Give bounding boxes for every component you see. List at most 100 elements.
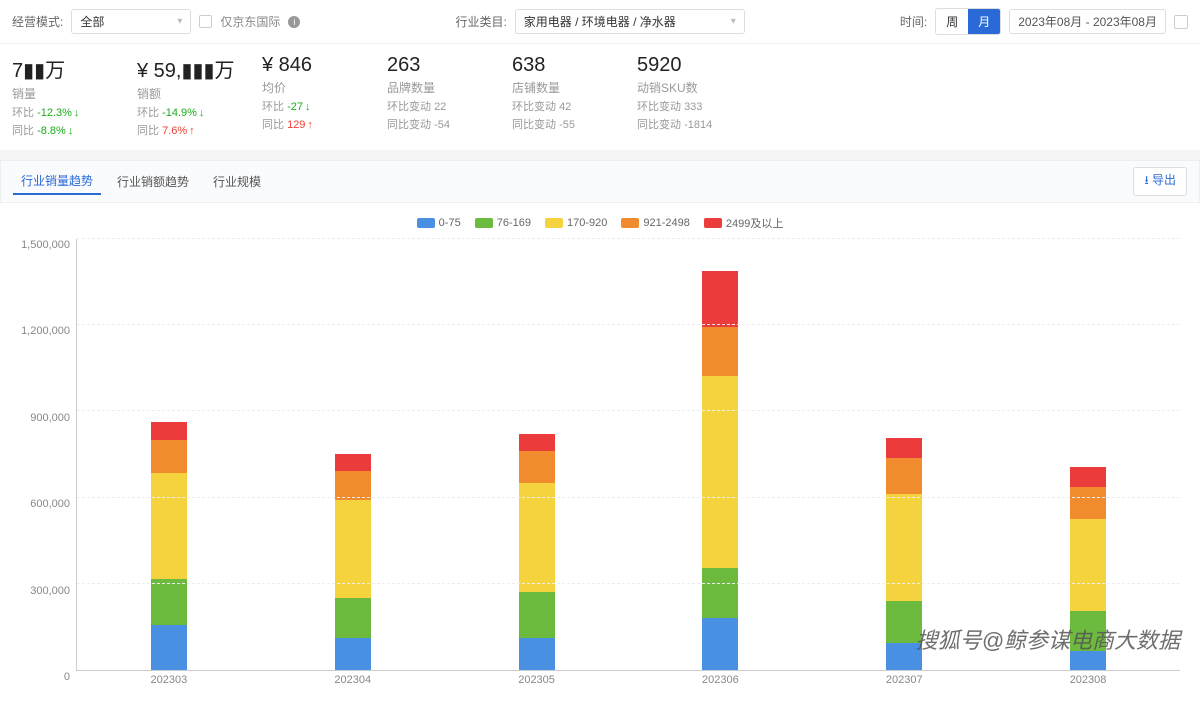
stacked-bar[interactable] — [702, 271, 738, 670]
legend-item[interactable]: 170-920 — [545, 215, 607, 231]
mode-select[interactable]: 全部 ▾ — [71, 9, 191, 34]
metric-delta: 环比 -12.3% — [12, 104, 117, 120]
metric-delta: 环比变动 22 — [387, 98, 492, 114]
stacked-bar[interactable] — [151, 422, 187, 670]
metric-delta: 同比变动 -1814 — [637, 116, 742, 132]
bar-segment — [151, 473, 187, 580]
bar-segment — [702, 271, 738, 327]
legend-swatch — [417, 218, 435, 228]
stacked-bar[interactable] — [335, 454, 371, 670]
legend-swatch — [621, 218, 639, 228]
stacked-bar[interactable] — [886, 438, 922, 670]
bar-segment — [886, 438, 922, 458]
y-tick-label: 1,200,000 — [21, 325, 70, 337]
chevron-down-icon: ▾ — [731, 16, 736, 27]
legend-swatch — [545, 218, 563, 228]
plot-area: 202303202304202305202306202307202308 — [76, 239, 1180, 671]
time-label: 时间: — [900, 13, 927, 30]
mode-select-value: 全部 — [80, 13, 104, 30]
bar-segment — [886, 601, 922, 643]
time-granularity-toggle: 周 月 — [935, 8, 1001, 35]
grid-line — [77, 583, 1180, 584]
y-tick-label: 300,000 — [30, 585, 70, 597]
legend-item[interactable]: 76-169 — [475, 215, 531, 231]
bar-segment — [886, 458, 922, 494]
metric-card: 5920动销SKU数环比变动 333同比变动 -1814 — [637, 54, 752, 138]
chevron-down-icon: ▾ — [177, 16, 182, 27]
metric-name: 均价 — [262, 79, 367, 96]
legend-label: 76-169 — [497, 217, 531, 229]
metric-value: ¥ 59,▮▮▮万 — [137, 54, 242, 83]
bar-segment — [151, 625, 187, 670]
grid-line — [77, 324, 1180, 325]
calendar-icon[interactable] — [1174, 15, 1188, 29]
metric-value: 5920 — [637, 54, 742, 77]
bar-segment — [1070, 467, 1106, 487]
x-tick-label: 202305 — [518, 674, 555, 686]
bar-slot: 202303 — [77, 422, 261, 670]
bar-segment — [1070, 519, 1106, 611]
bar-segment — [335, 638, 371, 670]
metric-name: 销额 — [137, 85, 242, 102]
metric-value: 638 — [512, 54, 617, 77]
legend-item[interactable]: 921-2498 — [621, 215, 690, 231]
metric-delta: 同比变动 -54 — [387, 116, 492, 132]
tab-2[interactable]: 行业规模 — [205, 169, 269, 194]
seg-month[interactable]: 月 — [968, 9, 1000, 34]
metric-name: 品牌数量 — [387, 79, 492, 96]
bar-slot: 202306 — [628, 271, 812, 670]
jd-intl-checkbox[interactable] — [199, 15, 212, 28]
metric-card: 638店铺数量环比变动 42同比变动 -55 — [512, 54, 627, 138]
category-label: 行业类目: — [455, 13, 506, 30]
bar-segment — [335, 454, 371, 471]
export-label: 导出 — [1152, 173, 1176, 187]
export-button[interactable]: ⭳ 导出 — [1133, 167, 1187, 196]
metric-card: ¥ 846均价环比 -27同比 129 — [262, 54, 377, 138]
metric-name: 销量 — [12, 85, 117, 102]
bar-segment — [702, 568, 738, 618]
tabs-bar: 行业销量趋势行业销额趋势行业规模 ⭳ 导出 — [0, 160, 1200, 203]
metric-name: 店铺数量 — [512, 79, 617, 96]
bar-segment — [151, 579, 187, 625]
category-select-value: 家用电器 / 环境电器 / 净水器 — [524, 13, 676, 30]
bar-slot: 202305 — [445, 434, 629, 670]
grid-line — [77, 497, 1180, 498]
legend-item[interactable]: 2499及以上 — [704, 215, 783, 231]
date-range-picker[interactable]: 2023年08月 - 2023年08月 — [1009, 9, 1166, 34]
bar-slot: 202307 — [812, 438, 996, 670]
jd-intl-label: 仅京东国际 — [220, 13, 280, 30]
bar-segment — [519, 592, 555, 638]
tab-0[interactable]: 行业销量趋势 — [13, 168, 101, 195]
seg-week[interactable]: 周 — [936, 9, 968, 34]
y-axis: 0300,000600,000900,0001,200,0001,500,000 — [20, 239, 76, 689]
metric-value: 263 — [387, 54, 492, 77]
bar-segment — [151, 440, 187, 473]
filter-bar: 经营模式: 全部 ▾ 仅京东国际 i 行业类目: 家用电器 / 环境电器 / 净… — [0, 0, 1200, 44]
metric-delta: 同比 7.6% — [137, 122, 242, 138]
legend-label: 170-920 — [567, 217, 607, 229]
legend-item[interactable]: 0-75 — [417, 215, 461, 231]
chart-panel: 0-7576-169170-920921-24982499及以上 0300,00… — [0, 203, 1200, 709]
grid-line — [77, 410, 1180, 411]
bar-segment — [886, 643, 922, 670]
legend-label: 2499及以上 — [726, 215, 783, 231]
y-tick-label: 900,000 — [30, 412, 70, 424]
bar-segment — [1070, 487, 1106, 519]
metric-value: 7▮▮万 — [12, 54, 117, 83]
bar-segment — [151, 422, 187, 439]
stacked-bar[interactable] — [519, 434, 555, 670]
metrics-row: 7▮▮万销量环比 -12.3%同比 -8.8%¥ 59,▮▮▮万销额环比 -14… — [0, 44, 1200, 150]
mode-label: 经营模式: — [12, 13, 63, 30]
info-icon[interactable]: i — [288, 16, 300, 28]
tab-1[interactable]: 行业销额趋势 — [109, 169, 197, 194]
bar-segment — [886, 494, 922, 601]
stacked-bar-chart: 0300,000600,000900,0001,200,0001,500,000… — [20, 239, 1180, 689]
x-tick-label: 202308 — [1070, 674, 1107, 686]
metric-delta: 同比 129 — [262, 116, 367, 132]
y-tick-label: 1,500,000 — [21, 239, 70, 251]
download-icon: ⭳ — [1144, 173, 1148, 187]
category-select[interactable]: 家用电器 / 环境电器 / 净水器 ▾ — [515, 9, 745, 34]
bar-slot: 202304 — [261, 454, 445, 670]
metric-value: ¥ 846 — [262, 54, 367, 77]
y-tick-label: 600,000 — [30, 498, 70, 510]
